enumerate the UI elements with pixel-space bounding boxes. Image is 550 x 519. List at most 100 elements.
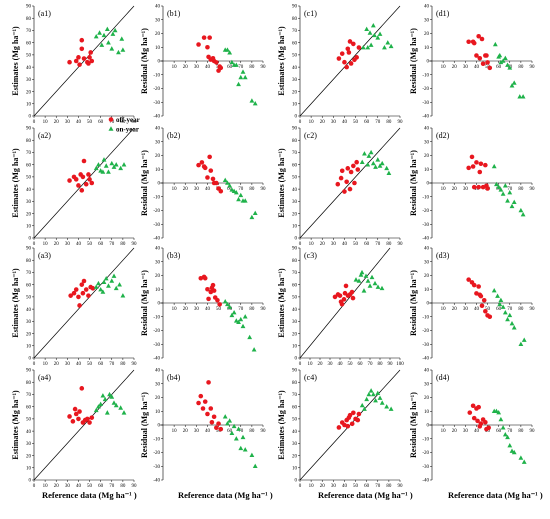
x-tick-label: 60 <box>364 120 370 125</box>
on-year-point <box>368 42 374 47</box>
x-tick-label: 90 <box>398 484 404 489</box>
off-year-point <box>466 39 471 45</box>
off-year-point <box>477 169 483 175</box>
panel-label-a2: (a2) <box>38 131 51 140</box>
y-tick-label: 10 <box>424 168 430 173</box>
legend: off-year on-year <box>108 116 140 134</box>
x-tick-label: 60 <box>227 307 233 312</box>
x-tick-label: 90 <box>132 362 138 367</box>
x-tick-label: 80 <box>249 307 255 312</box>
x-tick-label: 70 <box>109 242 115 247</box>
y-tick-label: 10 <box>424 410 430 415</box>
on-year-point <box>365 278 371 283</box>
off-year-point <box>87 420 92 425</box>
off-year-point <box>209 419 215 425</box>
y-tick-label: 20 <box>155 274 161 279</box>
off-year-point <box>345 166 351 171</box>
y-axis-title-b2: Residual (Mg ha⁻¹) <box>140 150 149 216</box>
x-tick-label: 20 <box>54 362 60 367</box>
y-tick-label: -30 <box>153 465 160 470</box>
off-year-point <box>201 35 207 40</box>
on-year-point <box>101 32 107 38</box>
y-axis-title-d1: Residual (Mg ha⁻¹) <box>409 28 418 94</box>
y-axis-title-b3: Residual (Mg ha⁻¹) <box>140 270 149 336</box>
y-tick-label: 70 <box>292 29 298 34</box>
on-year-point <box>103 163 109 168</box>
x-tick-label: 20 <box>183 429 189 434</box>
y-axis-title-a1: Estimates (Mg ha⁻¹) <box>11 26 20 96</box>
on-year-point <box>111 400 117 405</box>
y-tick-label: 40 <box>26 430 32 435</box>
y-tick-label: 0 <box>295 479 298 484</box>
off-year-point <box>200 406 206 411</box>
on-year-point <box>109 278 115 283</box>
on-year-point <box>249 452 255 458</box>
off-year-point <box>479 36 485 42</box>
off-year-point <box>83 287 89 292</box>
off-year-point <box>477 55 483 61</box>
y-tick-label: -30 <box>422 101 429 106</box>
x-tick-label: 40 <box>76 120 82 125</box>
y-tick-label: 30 <box>26 78 32 83</box>
y-axis-title-b4: Residual (Mg ha⁻¹) <box>140 392 149 458</box>
y-axis-title-c4: Estimates (Mg ha⁻¹) <box>277 390 286 460</box>
y-tick-label: 20 <box>292 454 298 459</box>
x-tick-label: 80 <box>120 242 126 247</box>
off-year-point <box>83 181 89 187</box>
y-tick-label: 20 <box>155 154 161 159</box>
y-tick-label: 10 <box>155 410 161 415</box>
x-tick-label: 90 <box>530 65 536 70</box>
on-year-point <box>229 430 235 436</box>
panel-a3: (a3) 0 10 20 30 40 50 60 70 80 90 0 10 20 30 40 50 60 70 80… <box>11 247 137 367</box>
on-year-point <box>229 59 235 65</box>
on-year-point <box>110 31 116 36</box>
panel-label-b1: (b1) <box>167 9 181 18</box>
y-tick-label: 40 <box>424 247 430 252</box>
off-year-point <box>79 37 85 43</box>
off-year-point <box>355 417 361 423</box>
on-year-point <box>502 55 508 61</box>
y-tick-label: 0 <box>29 115 32 120</box>
on-year-point <box>361 288 367 293</box>
x-tick-label: 90 <box>132 120 138 125</box>
y-axis-title-a4: Estimates (Mg ha⁻¹) <box>11 390 20 460</box>
on-year-point <box>227 304 233 309</box>
panel-label-d1: (d1) <box>436 9 450 18</box>
x-tick-label: 80 <box>120 362 126 367</box>
off-year-point <box>485 60 490 65</box>
y-tick-label: 20 <box>155 396 161 401</box>
on-year-point <box>100 169 106 174</box>
y-tick-label: 30 <box>424 260 430 265</box>
off-year-point <box>210 176 216 182</box>
x-tick-label: 60 <box>227 65 233 70</box>
y-tick-label: 0 <box>158 302 161 307</box>
on-year-point <box>225 421 230 426</box>
y-tick-label: -10 <box>422 195 429 200</box>
y-tick-label: 90 <box>292 5 298 10</box>
off-year-point <box>352 180 357 186</box>
y-tick-label: 80 <box>26 139 32 144</box>
y-tick-label: -30 <box>422 343 429 348</box>
off-year-point <box>349 421 355 427</box>
off-year-point <box>339 168 345 174</box>
x-tick-label: 0 <box>33 484 36 489</box>
legend-off-year-label: off-year <box>116 116 140 124</box>
y-tick-label: -40 <box>422 237 429 242</box>
y-tick-label: 30 <box>424 140 430 145</box>
on-year-point <box>365 162 371 167</box>
panel-d1: (d1)-40-30-20-10010203040102030405060708… <box>409 5 535 120</box>
panel-b3: (b3) -40 -30 -20 -10 0 10 20 30 40 10 20 30 40 50 60 70 8… <box>140 247 266 362</box>
x-tick-label: 20 <box>452 429 458 434</box>
on-year-point <box>236 426 241 431</box>
on-year-point <box>225 301 230 307</box>
on-year-point <box>240 323 246 329</box>
x-tick-label: 40 <box>205 65 211 70</box>
x-tick-label: 100 <box>396 362 404 367</box>
on-year-point <box>119 36 125 41</box>
y-tick-label: -30 <box>153 101 160 106</box>
y-tick-label: 0 <box>158 60 161 65</box>
on-year-point <box>365 44 371 50</box>
y-tick-label: 50 <box>292 54 298 59</box>
x-tick-label: 90 <box>398 120 404 125</box>
off-year-point <box>87 55 92 60</box>
